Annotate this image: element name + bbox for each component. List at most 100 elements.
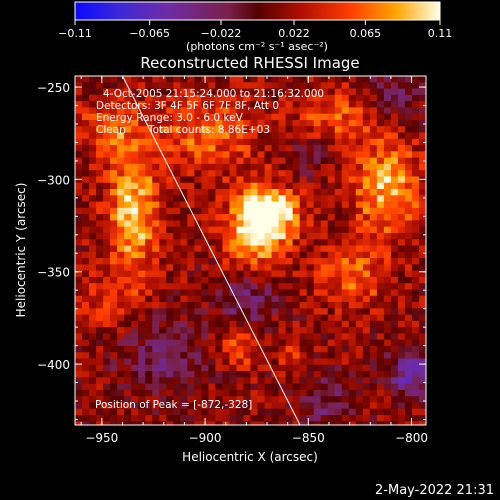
heatmap-cell <box>173 352 181 360</box>
heatmap-cell <box>383 276 392 284</box>
heatmap-cell <box>222 170 231 178</box>
heatmap-cell <box>334 276 343 284</box>
heatmap-cell <box>222 201 231 209</box>
heatmap-cell <box>376 258 385 265</box>
heatmap-cell <box>194 239 202 247</box>
heatmap-cell <box>110 264 118 272</box>
heatmap-cell <box>320 352 329 360</box>
heatmap-cell <box>257 138 266 146</box>
heatmap-cell <box>236 415 245 422</box>
heatmap-cell <box>292 157 301 165</box>
heatmap-cell <box>215 163 224 171</box>
heatmap-cell <box>243 308 252 316</box>
heatmap-cell <box>131 195 139 203</box>
heatmap-cell <box>194 119 202 127</box>
heatmap-cell <box>313 371 322 378</box>
heatmap-cell <box>117 88 125 96</box>
heatmap-cell <box>103 170 111 178</box>
heatmap-cell <box>236 377 245 385</box>
heatmap-cell <box>320 151 329 159</box>
heatmap-cell <box>404 113 413 121</box>
heatmap-cell <box>404 283 413 291</box>
heatmap-cell <box>341 302 350 309</box>
heatmap-cell <box>201 189 209 196</box>
heatmap-cell <box>152 276 160 284</box>
heatmap-cell <box>313 308 322 316</box>
heatmap-cell <box>278 76 287 83</box>
heatmap-cell <box>355 119 364 127</box>
heatmap-cell <box>215 295 224 303</box>
heatmap-cell <box>348 251 357 259</box>
heatmap-cell <box>152 345 160 353</box>
heatmap-cell <box>341 113 350 121</box>
heatmap-cell <box>264 107 273 115</box>
heatmap-cell <box>418 320 426 328</box>
heatmap-cell <box>334 333 343 341</box>
heatmap-cell <box>222 327 231 335</box>
heatmap-cell <box>236 163 245 171</box>
heatmap-cell <box>278 402 287 410</box>
heatmap-cell <box>187 371 195 378</box>
heatmap-cell <box>201 220 209 228</box>
heatmap-cell <box>278 358 287 366</box>
heatmap-cell <box>250 283 259 291</box>
heatmap-cell <box>110 201 118 209</box>
heatmap-cell <box>355 402 364 410</box>
heatmap-cell <box>334 207 343 215</box>
heatmap-cell <box>124 119 132 127</box>
heatmap-cell <box>376 377 385 385</box>
y-tick-label: −400 <box>37 358 70 372</box>
heatmap-cell <box>243 182 252 190</box>
colorbar: −0.11 −0.065 −0.022 0.022 0.065 0.11 (photons… <box>58 1 452 53</box>
heatmap-cell <box>397 151 406 159</box>
heatmap-cell <box>285 333 294 341</box>
heatmap-cell <box>82 107 90 115</box>
heatmap-cell <box>348 389 357 397</box>
heatmap-cell <box>145 232 153 240</box>
heatmap-cell <box>138 195 146 203</box>
heatmap-cell <box>292 251 301 259</box>
heatmap-cell <box>124 283 132 291</box>
heatmap-cell <box>208 421 216 425</box>
heatmap-cell <box>229 132 238 140</box>
heatmap-cell <box>299 339 308 347</box>
heatmap-cell <box>257 195 266 203</box>
heatmap-cell <box>383 415 392 422</box>
heatmap-cell <box>264 101 273 108</box>
heatmap-cell <box>285 421 294 425</box>
heatmap-cell <box>362 276 371 284</box>
heatmap-cell <box>236 389 245 397</box>
heatmap-cell <box>320 145 329 152</box>
heatmap-cell <box>390 283 399 291</box>
heatmap-cell <box>96 371 104 378</box>
heatmap-cell <box>271 264 280 272</box>
heatmap-cell <box>306 352 315 360</box>
heatmap-cell <box>426 202 434 209</box>
heatmap-cell <box>117 176 125 184</box>
heatmap-cell <box>250 201 259 209</box>
heatmap-cell <box>390 264 399 272</box>
heatmap-cell <box>201 358 209 366</box>
heatmap-cell <box>257 157 266 165</box>
heatmap-cell <box>278 320 287 328</box>
heatmap-cell <box>404 88 413 96</box>
heatmap-cell <box>229 389 238 397</box>
heatmap-cell <box>250 352 259 360</box>
heatmap-cell <box>250 157 259 165</box>
heatmap-cell <box>173 119 181 127</box>
heatmap-cell <box>383 126 392 134</box>
heatmap-cell <box>201 389 209 397</box>
heatmap-cell <box>166 258 174 265</box>
heatmap-cell <box>159 289 167 297</box>
heatmap-cell <box>271 94 280 102</box>
heatmap-cell <box>418 232 426 240</box>
heatmap-cell <box>299 270 308 278</box>
heatmap-cell <box>215 383 224 391</box>
heatmap-cell <box>426 189 434 196</box>
heatmap-cell <box>243 302 252 309</box>
heatmap-cell <box>187 264 195 272</box>
heatmap-cell <box>117 364 125 372</box>
heatmap-cell <box>271 76 280 83</box>
heatmap-cell <box>257 314 266 322</box>
heatmap-cell <box>208 195 216 203</box>
